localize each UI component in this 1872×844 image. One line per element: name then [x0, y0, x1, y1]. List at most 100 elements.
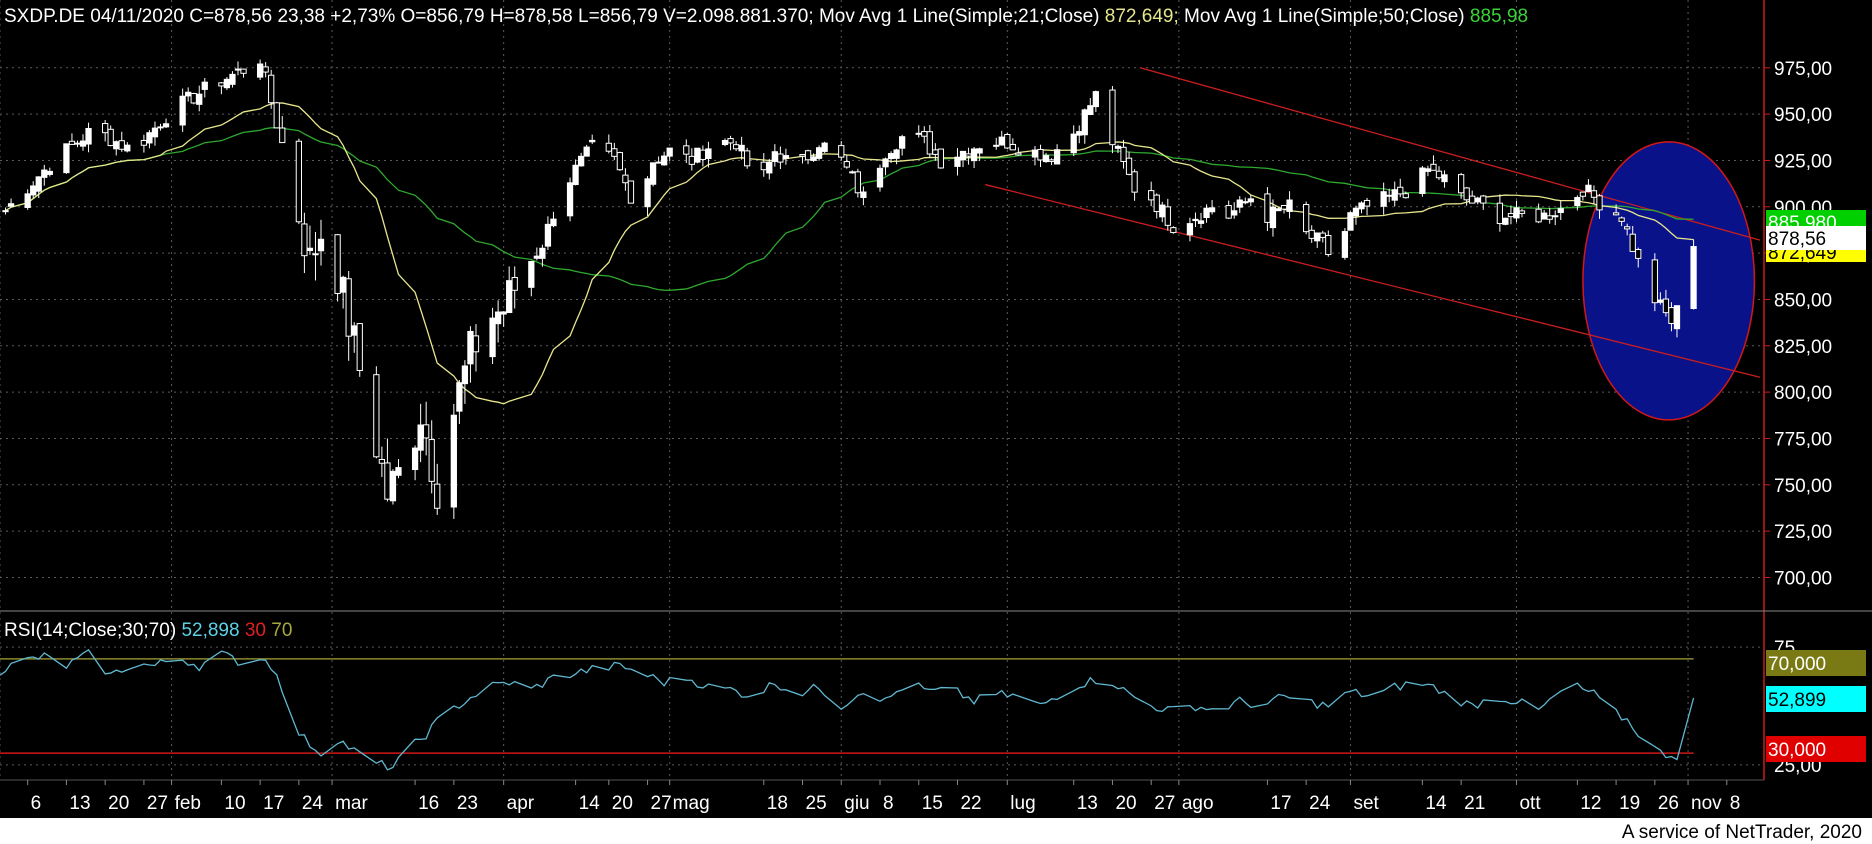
candle — [721, 138, 729, 147]
date-tick-label: giu — [844, 793, 869, 814]
candle — [472, 324, 480, 372]
candle-body — [993, 144, 1000, 147]
candle — [1042, 152, 1050, 163]
candle-body — [572, 164, 579, 186]
date-axis: 6 13 20 27 feb 10 17 24 mar 16 23 apr 14 20 27 mag 18 25 g… — [27, 780, 1740, 814]
candle-body — [373, 374, 380, 458]
candle — [921, 126, 928, 144]
candle-body — [1231, 210, 1238, 216]
candle-body — [1518, 210, 1526, 214]
candle-body — [1192, 218, 1199, 222]
candle — [301, 212, 308, 274]
candle-body — [661, 155, 668, 166]
candle-body — [1585, 184, 1592, 192]
candle-body — [1579, 191, 1587, 197]
candle-body — [1114, 145, 1122, 149]
candle-body — [821, 142, 828, 152]
date-tick-label: 6 — [31, 793, 42, 814]
candle-body — [334, 234, 341, 294]
candle-body — [1441, 174, 1448, 183]
candle — [1076, 125, 1083, 144]
candle-body — [539, 247, 546, 259]
candle — [317, 219, 325, 266]
candle — [356, 323, 363, 377]
candle — [937, 148, 945, 169]
candle-body — [1131, 171, 1138, 193]
candle-body — [1651, 259, 1658, 304]
header-high: H=878,58 — [490, 6, 573, 27]
candle-body — [494, 311, 502, 325]
candle-body — [1236, 199, 1243, 208]
candle-body — [1430, 163, 1437, 171]
candle-body — [683, 145, 690, 155]
candle — [1457, 172, 1465, 199]
candle — [1319, 230, 1326, 243]
candle-body — [500, 311, 507, 315]
candle-body — [611, 148, 618, 157]
candle-body — [102, 123, 109, 134]
candle-body — [223, 78, 231, 89]
candle-body — [1391, 189, 1398, 201]
candle — [1557, 200, 1564, 221]
candle-body — [544, 223, 552, 247]
candle — [1009, 138, 1016, 151]
candle-body — [240, 68, 247, 74]
candle — [162, 118, 170, 128]
candle-body — [616, 152, 624, 171]
candle-body — [699, 149, 707, 160]
candle-body — [378, 459, 386, 464]
candle — [434, 463, 441, 515]
candle-body — [279, 127, 286, 144]
header-close: C=878,56 — [189, 6, 272, 27]
candle-body — [1186, 223, 1194, 236]
candle-body — [1402, 193, 1409, 199]
candle-body — [1148, 190, 1155, 201]
candle — [1673, 305, 1681, 338]
candle — [124, 142, 131, 153]
candle — [1031, 146, 1039, 166]
candle-body — [63, 143, 70, 174]
candle — [605, 134, 612, 154]
candle — [223, 77, 231, 90]
candle-body — [190, 93, 197, 104]
candle-body — [1635, 249, 1642, 259]
candle-body — [1197, 220, 1205, 224]
candle — [190, 92, 197, 105]
rsi-tags: 70,000 52,899 30,000 — [1766, 650, 1866, 762]
candle — [107, 125, 114, 147]
candle-body — [450, 414, 457, 508]
candle-body — [965, 153, 972, 157]
candle-body — [1435, 170, 1443, 179]
candle — [1208, 200, 1216, 215]
candle — [821, 141, 828, 153]
candle-body — [1662, 298, 1670, 314]
candle-body — [1269, 206, 1277, 229]
candle-body — [1120, 146, 1127, 162]
candle-body — [41, 169, 48, 178]
candle-body — [1541, 212, 1548, 220]
candle — [732, 141, 740, 152]
candle-body — [1319, 232, 1326, 238]
candle-body — [583, 146, 590, 157]
candle — [965, 147, 972, 165]
header-date: 04/11/2020 — [90, 6, 184, 27]
candle-body — [467, 330, 474, 365]
date-tick-label: 20 — [108, 793, 129, 814]
candle — [1269, 199, 1277, 237]
candle-body — [411, 447, 419, 471]
candle-body — [118, 140, 125, 150]
candle — [843, 155, 850, 169]
candle — [1358, 201, 1365, 214]
candle-body — [954, 156, 961, 167]
channel-lower-line — [985, 183, 1761, 378]
date-tick-label: 21 — [1464, 793, 1485, 814]
candle — [1087, 98, 1094, 116]
date-tick-label: mar — [335, 793, 368, 814]
candle-body — [1463, 187, 1470, 201]
candle — [583, 144, 590, 157]
candle — [1164, 198, 1171, 231]
candle — [1424, 165, 1432, 177]
date-tick-label: 10 — [224, 793, 245, 814]
candle-body — [577, 155, 585, 167]
candle — [24, 189, 31, 210]
